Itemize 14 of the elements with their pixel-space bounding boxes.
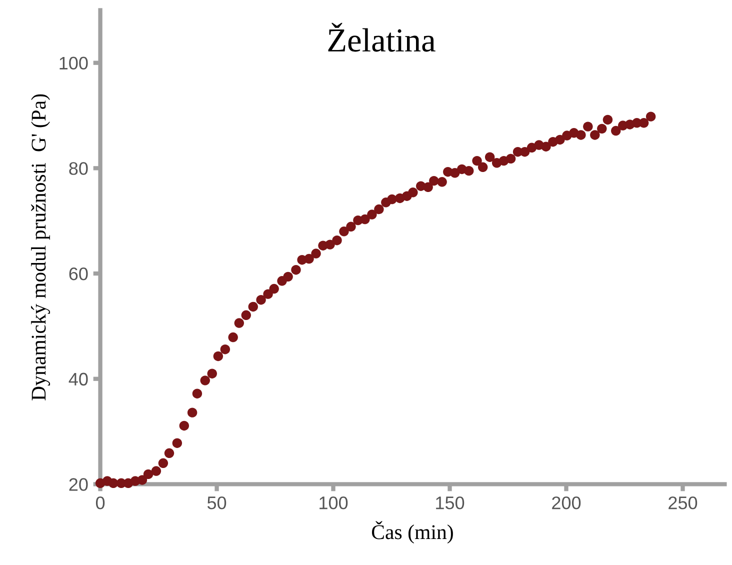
y-axis-title: Dynamický modul pružnosti G' (Pa) (31, 94, 50, 400)
y-tick-label: 100 (60, 56, 88, 70)
x-axis-title: Čas (min) (372, 521, 453, 544)
y-tick-label: 40 (68, 372, 88, 386)
x-tick-label: 50 (207, 496, 226, 510)
chart-title: Želatina (328, 22, 436, 52)
y-tick-label: 60 (69, 267, 88, 280)
x-tick-label: 200 (552, 496, 581, 510)
x-tick-label: 250 (668, 496, 698, 510)
x-tick-label: 0 (96, 496, 105, 510)
x-tick-label: 150 (436, 496, 464, 510)
y-tick-label: 20 (69, 478, 88, 491)
y-tick-label: 80 (69, 162, 88, 175)
x-tick-label: 100 (320, 496, 348, 510)
